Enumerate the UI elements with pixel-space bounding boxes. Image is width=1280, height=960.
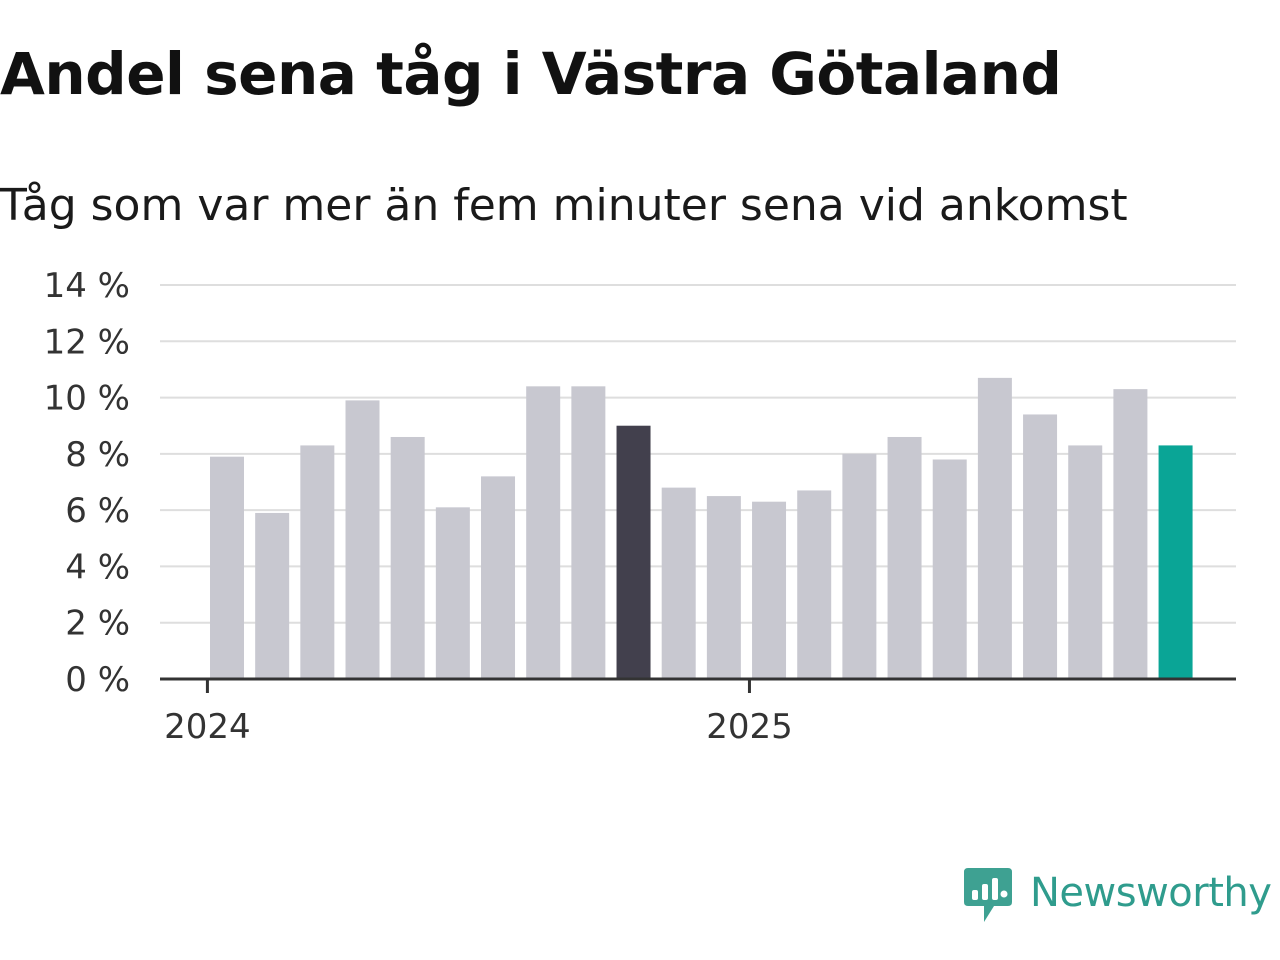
bar [435, 507, 470, 679]
y-tick-label: 2 % [65, 604, 130, 644]
bar [887, 436, 922, 679]
chart-title: Andel sena tåg i Västra Götaland [0, 40, 1062, 108]
bar [1158, 445, 1193, 679]
y-tick-label: 10 % [44, 379, 130, 419]
newsworthy-logo-icon [964, 868, 1012, 922]
bar [932, 459, 967, 679]
bar [797, 490, 832, 679]
bar [300, 445, 335, 679]
y-tick-label: 12 % [44, 322, 130, 362]
bar [390, 436, 425, 679]
y-tick-label: 0 % [65, 660, 130, 700]
bar [1023, 414, 1058, 679]
bar [210, 456, 244, 679]
bar [752, 501, 787, 679]
x-tick-label: 2024 [164, 707, 251, 747]
y-tick-label: 8 % [65, 435, 130, 475]
brand-logo[interactable]: Newsworthy [962, 862, 1272, 924]
bar [1068, 445, 1103, 679]
bar [977, 377, 1012, 679]
x-tick-label: 2025 [706, 707, 793, 747]
y-tick-label: 6 % [65, 491, 130, 531]
bar [842, 453, 877, 679]
y-tick-label: 14 % [44, 266, 130, 306]
y-tick-label: 4 % [65, 547, 130, 587]
bar [616, 425, 651, 679]
bar-chart: 0 % 2 % 4 % 6 % 8 % 10 % 12 % 14 % 2024 2025 [44, 266, 1236, 747]
bar [345, 400, 380, 679]
bar [481, 476, 516, 679]
bar [571, 386, 606, 679]
brand-name: Newsworthy [1030, 870, 1272, 916]
bar [255, 512, 290, 679]
chart-subtitle: Tåg som var mer än fem minuter sena vid … [0, 180, 1128, 231]
bar [526, 386, 561, 679]
bar [661, 487, 696, 679]
bar [1113, 389, 1148, 679]
bar [706, 496, 741, 679]
